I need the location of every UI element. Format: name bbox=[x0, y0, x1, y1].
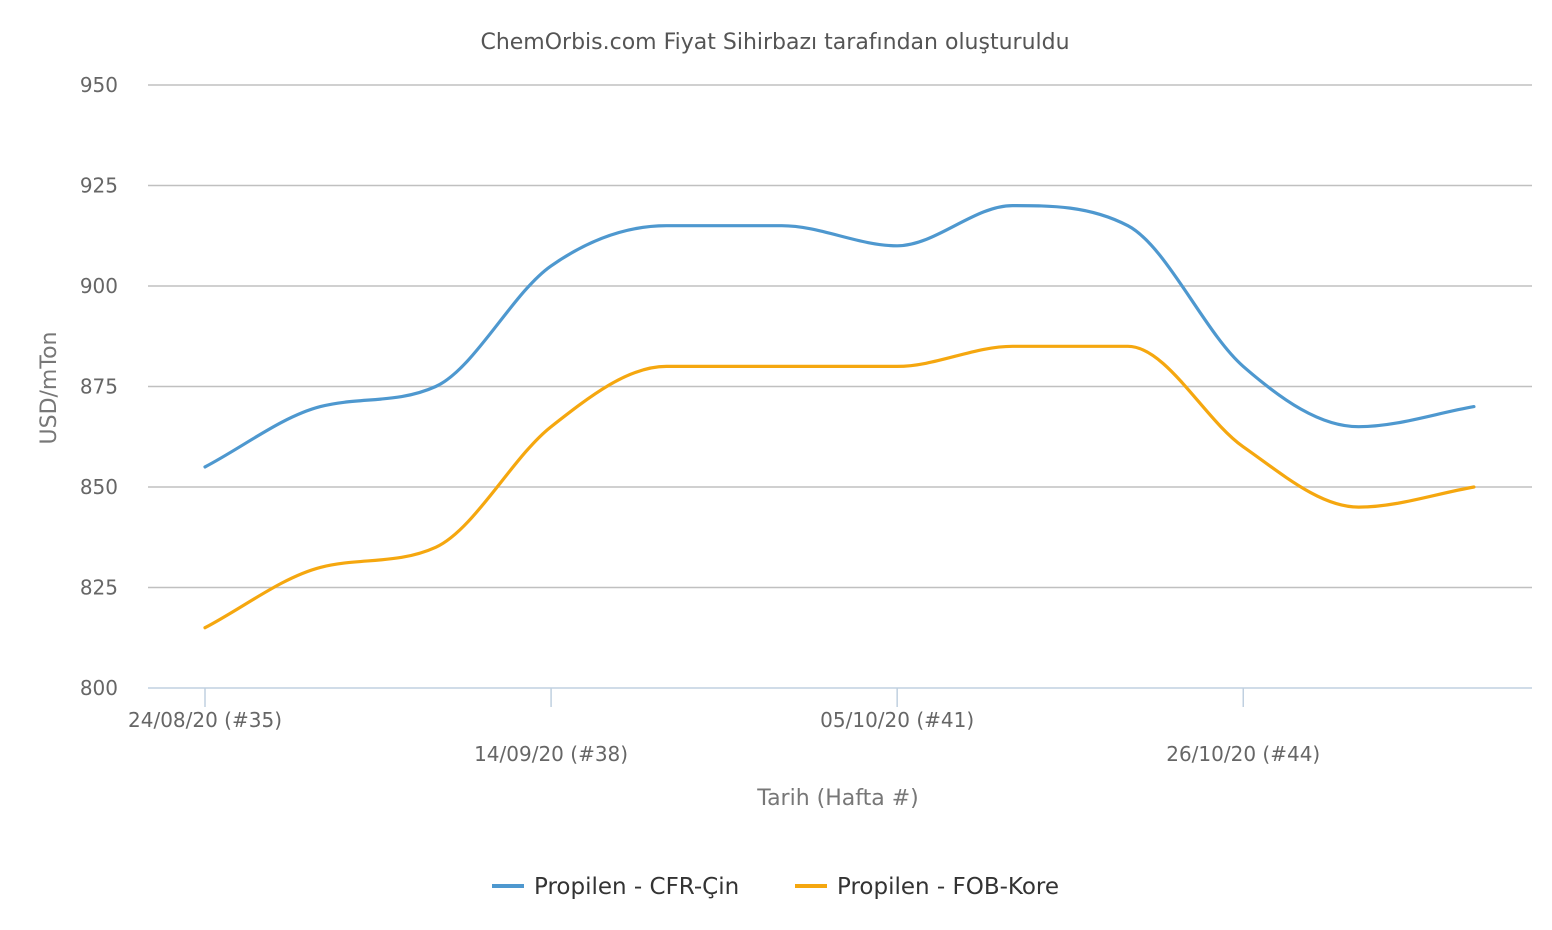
y-tick-label: 800 bbox=[80, 676, 118, 700]
y-axis-title: USD/mTon bbox=[37, 332, 62, 445]
x-tick-label: 05/10/20 (#41) bbox=[820, 708, 974, 732]
x-axis-ticks: 24/08/20 (#35) 14/09/20 (#38) 05/10/20 (#4… bbox=[128, 688, 1320, 766]
x-axis-title: Tarih (Hafta #) bbox=[756, 786, 918, 811]
legend: Propilen - CFR-Çin Propilen - FOB-Kore bbox=[492, 874, 1059, 900]
y-tick-label: 950 bbox=[80, 73, 118, 97]
series-layer bbox=[203, 204, 1476, 630]
grid-layer bbox=[148, 84, 1532, 589]
y-tick-label: 825 bbox=[80, 576, 118, 600]
x-tick-label: 14/09/20 (#38) bbox=[474, 742, 628, 766]
legend-label[interactable]: Propilen - CFR-Çin bbox=[534, 874, 739, 900]
series-line-1 bbox=[203, 204, 1476, 469]
y-tick-label: 875 bbox=[80, 375, 118, 399]
legend-label[interactable]: Propilen - FOB-Kore bbox=[837, 874, 1059, 900]
y-axis-ticks: 800 825 850 875 900 925 950 bbox=[80, 73, 118, 700]
y-tick-label: 925 bbox=[80, 174, 118, 198]
x-tick-label: 24/08/20 (#35) bbox=[128, 708, 282, 732]
chart-title: ChemOrbis.com Fiyat Sihirbazı tarafından… bbox=[480, 30, 1069, 55]
y-tick-label: 900 bbox=[80, 274, 118, 298]
y-tick-label: 850 bbox=[80, 475, 118, 499]
x-tick-label: 26/10/20 (#44) bbox=[1166, 742, 1320, 766]
series-line-2 bbox=[203, 344, 1476, 630]
